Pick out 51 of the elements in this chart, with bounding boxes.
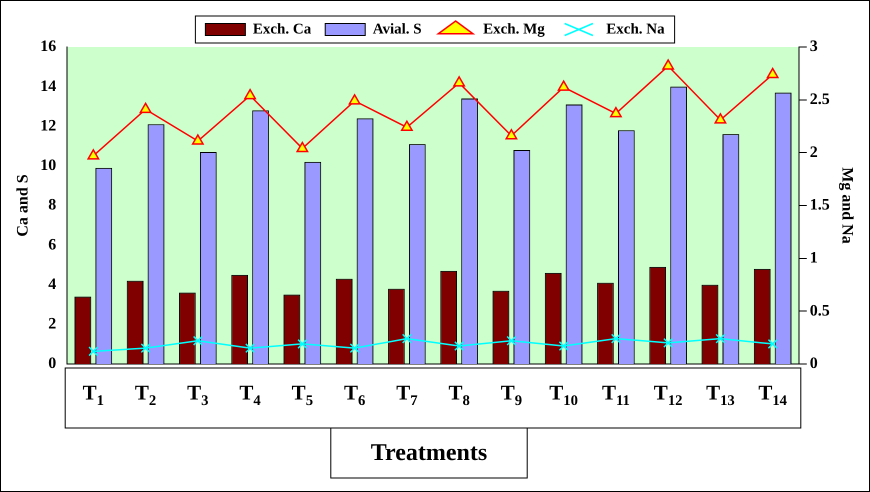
point bbox=[714, 113, 726, 124]
point bbox=[505, 129, 518, 140]
point bbox=[610, 334, 621, 344]
legend-label: Exch. Na bbox=[606, 21, 666, 38]
point bbox=[140, 343, 151, 354]
y2-tick-label: 1 bbox=[810, 249, 818, 266]
y-tick-label: 8 bbox=[48, 196, 56, 214]
y2-tick-label: 1.5 bbox=[810, 196, 830, 214]
y-tick-label: 0 bbox=[48, 355, 56, 372]
point bbox=[140, 102, 152, 114]
point bbox=[610, 106, 622, 118]
point bbox=[715, 334, 726, 344]
point bbox=[506, 336, 516, 346]
y-tick-label: 16 bbox=[40, 38, 56, 56]
point bbox=[558, 341, 569, 352]
y2-tick-label: 3 bbox=[810, 38, 818, 56]
y-tick-label: 2 bbox=[48, 316, 56, 333]
y-tick-label: 4 bbox=[48, 276, 56, 293]
y2-tick-label: 0.5 bbox=[810, 302, 830, 320]
y2-tick-label: 0 bbox=[810, 355, 818, 372]
point bbox=[663, 338, 674, 348]
y-axis-title: Ca and S bbox=[14, 174, 32, 237]
point bbox=[192, 336, 203, 346]
y-tick-label: 12 bbox=[40, 117, 56, 134]
point bbox=[192, 134, 204, 145]
legend-label: Avial. S bbox=[372, 21, 422, 38]
point bbox=[244, 88, 256, 100]
point bbox=[350, 343, 360, 354]
legend-label: Exch. Ca bbox=[252, 21, 312, 38]
y2-tick-label: 2.5 bbox=[810, 90, 830, 108]
legend-label: Exch. Mg bbox=[483, 21, 546, 38]
point bbox=[88, 346, 98, 356]
y-tick-label: 14 bbox=[40, 78, 56, 95]
point bbox=[400, 120, 413, 132]
y2-axis-title: Mg and Na bbox=[838, 167, 856, 244]
point bbox=[348, 94, 361, 105]
y2-tick-label: 2 bbox=[810, 144, 818, 161]
point bbox=[87, 149, 100, 160]
point bbox=[662, 59, 674, 70]
point bbox=[768, 338, 778, 349]
point bbox=[454, 341, 464, 352]
x-axis-title: Treatments bbox=[370, 440, 488, 466]
point bbox=[296, 142, 308, 152]
point bbox=[402, 334, 412, 344]
y-tick-label: 6 bbox=[48, 236, 56, 254]
point bbox=[558, 80, 570, 91]
point bbox=[766, 68, 779, 78]
point bbox=[453, 76, 466, 87]
y-tick-label: 10 bbox=[40, 157, 56, 174]
point bbox=[245, 343, 256, 354]
point bbox=[297, 338, 308, 349]
